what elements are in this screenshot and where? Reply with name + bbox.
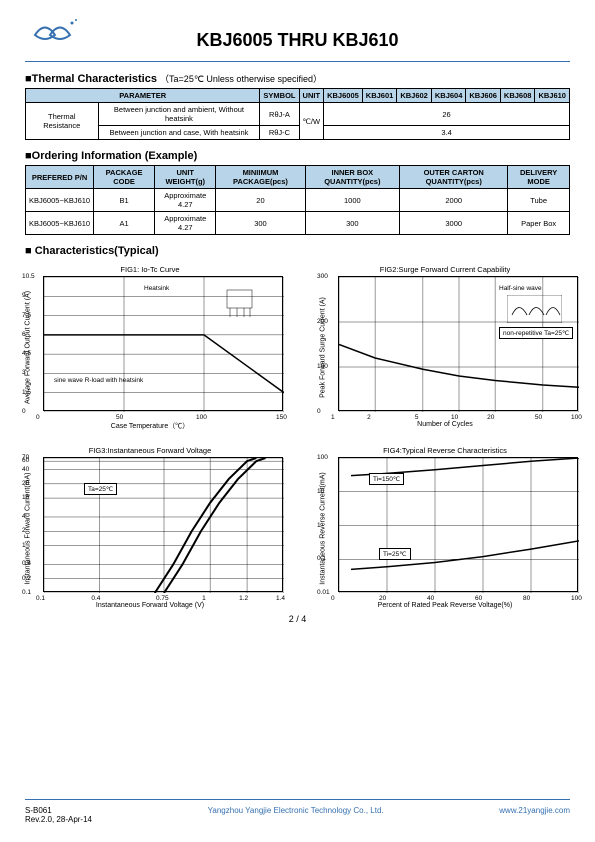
footer-rev: Rev.2.0, 28-Apr-14 [25, 815, 92, 824]
ordering-header: OUTER CARTON QUANTITY(pcs) [400, 166, 508, 189]
footer-divider [25, 799, 570, 800]
fig3-title: FIG3:Instantaneous Forward Voltage [25, 446, 275, 455]
thermal-val-1: 3.4 [324, 126, 570, 140]
page-number: 2 / 4 [25, 614, 570, 624]
fig2-ylabel: Peak Forward Surge Current (A) [320, 272, 327, 422]
ordering-section-title: ■Ordering Information (Example) [25, 150, 570, 162]
footer-url: www.21yangjie.com [499, 806, 570, 824]
footer-doc-id: S-B061 [25, 806, 92, 815]
ordering-cell: B1 [94, 189, 155, 212]
thermal-header: KBJ604 [431, 89, 466, 103]
charts-section-title: ■ Characteristics(Typical) [25, 245, 570, 257]
fig2-xlabel: Number of Cycles [320, 421, 570, 428]
ordering-cell: A1 [94, 212, 155, 235]
company-logo [30, 15, 85, 47]
thermal-header: KBJ608 [500, 89, 535, 103]
fig4-title: FIG4:Typical Reverse Characteristics [320, 446, 570, 455]
fig2-title: FIG2:Surge Forward Current Capability [320, 265, 570, 274]
fig4-xlabel: Percent of Rated Peak Reverse Voltage(%) [320, 602, 570, 609]
ordering-cell: KBJ6005~KBJ610 [26, 189, 94, 212]
ordering-header: PACKAGE CODE [94, 166, 155, 189]
ordering-cell: 3000 [400, 212, 508, 235]
fig1-title: FIG1: Io-Tc Curve [25, 265, 275, 274]
thermal-table: PARAMETERSYMBOLUNITKBJ6005KBJ601KBJ602KB… [25, 88, 570, 140]
fig3-xlabel: Instantaneous Forward Voltage (V) [25, 602, 275, 609]
thermal-header: SYMBOL [260, 89, 299, 103]
thermal-header: KBJ606 [466, 89, 501, 103]
ordering-cell: 2000 [400, 189, 508, 212]
thermal-header: KBJ601 [362, 89, 397, 103]
fig1-xlabel: Case Temperature（℃） [25, 421, 275, 431]
page-title: KBJ6005 THRU KBJ610 [25, 30, 570, 51]
ordering-cell: 300 [305, 212, 400, 235]
ordering-cell: 1000 [305, 189, 400, 212]
ordering-header: DELIVERY MODE [508, 166, 570, 189]
divider [25, 61, 570, 62]
thermal-subtitle: （Ta=25℃ Unless otherwise specified） [160, 74, 322, 84]
thermal-header: UNIT [299, 89, 324, 103]
ordering-header: UNIT WEIGHT(g) [155, 166, 216, 189]
ordering-cell: 300 [216, 212, 305, 235]
fig4-chart: FIG4:Typical Reverse Characteristics Ins… [320, 446, 570, 609]
thermal-header: KBJ6005 [324, 89, 363, 103]
ordering-header: MINIIMUM PACKAGE(pcs) [216, 166, 305, 189]
thermal-header: KBJ610 [535, 89, 570, 103]
charts-container: FIG1: Io-Tc Curve Average Forward Output… [25, 265, 570, 609]
thermal-unit: ℃/W [299, 103, 324, 140]
ordering-table: PREFERED P/NPACKAGE CODEUNIT WEIGHT(g)MI… [25, 165, 570, 235]
thermal-header: PARAMETER [26, 89, 260, 103]
ordering-header: PREFERED P/N [26, 166, 94, 189]
thermal-header: KBJ602 [397, 89, 432, 103]
thermal-section-title: ■Thermal Characteristics （Ta=25℃ Unless … [25, 72, 570, 85]
thermal-desc-0: Between junction and ambient, Without he… [98, 103, 260, 126]
ordering-cell: Approximate 4.27 [155, 189, 216, 212]
fig1-chart: FIG1: Io-Tc Curve Average Forward Output… [25, 265, 275, 431]
ordering-cell: 20 [216, 189, 305, 212]
thermal-sym-0: RθJ-A [260, 103, 299, 126]
ordering-cell: Approximate 4.27 [155, 212, 216, 235]
thermal-desc-1: Between junction and case, With heatsink [98, 126, 260, 140]
thermal-group: Thermal Resistance [26, 103, 99, 140]
ordering-header: INNER BOX QUANTITY(pcs) [305, 166, 400, 189]
thermal-title-text: ■Thermal Characteristics [25, 73, 157, 85]
footer: S-B061 Rev.2.0, 28-Apr-14 Yangzhou Yangj… [25, 796, 570, 824]
fig3-chart: FIG3:Instantaneous Forward Voltage Insta… [25, 446, 275, 609]
ordering-cell: Paper Box [508, 212, 570, 235]
ordering-cell: Tube [508, 189, 570, 212]
fig2-chart: FIG2:Surge Forward Current Capability Pe… [320, 265, 570, 431]
ordering-cell: KBJ6005~KBJ610 [26, 212, 94, 235]
footer-company: Yangzhou Yangjie Electronic Technology C… [208, 806, 384, 824]
thermal-sym-1: RθJ-C [260, 126, 299, 140]
thermal-val-0: 26 [324, 103, 570, 126]
